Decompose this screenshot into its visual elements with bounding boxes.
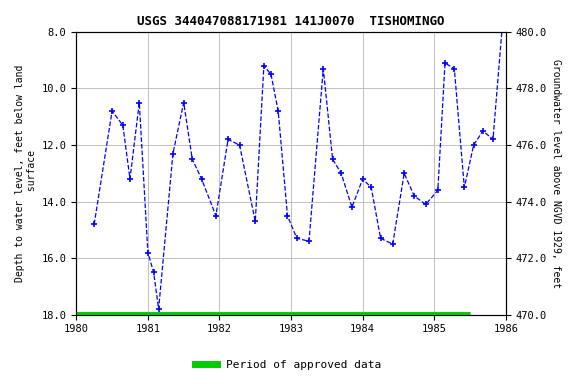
Legend: Period of approved data: Period of approved data bbox=[191, 356, 385, 375]
Title: USGS 344047088171981 141J0070  TISHOMINGO: USGS 344047088171981 141J0070 TISHOMINGO bbox=[137, 15, 445, 28]
Y-axis label: Groundwater level above NGVD 1929, feet: Groundwater level above NGVD 1929, feet bbox=[551, 59, 561, 288]
Y-axis label: Depth to water level, feet below land
 surface: Depth to water level, feet below land su… bbox=[15, 65, 37, 282]
